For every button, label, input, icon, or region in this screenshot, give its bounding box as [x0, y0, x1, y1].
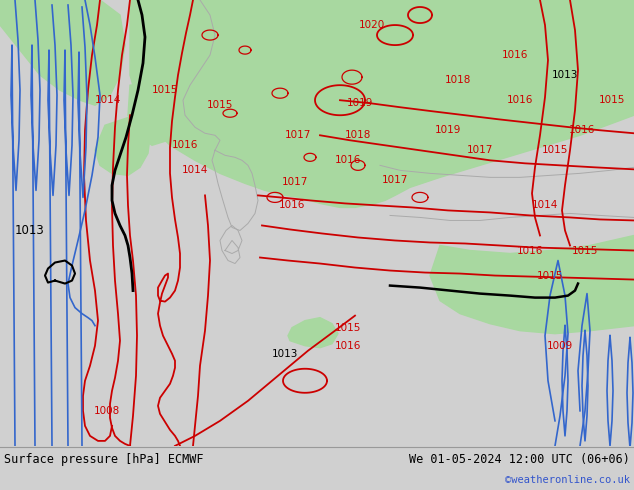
Polygon shape — [0, 0, 125, 105]
Text: 1016: 1016 — [172, 140, 198, 150]
Text: 1016: 1016 — [507, 95, 533, 105]
Text: 1016: 1016 — [569, 125, 595, 135]
Text: 1016: 1016 — [335, 341, 361, 351]
Polygon shape — [130, 0, 634, 207]
Text: 1015: 1015 — [542, 146, 568, 155]
Text: 1015: 1015 — [537, 270, 563, 281]
Text: 1017: 1017 — [281, 177, 308, 187]
Text: 1015: 1015 — [207, 100, 233, 110]
Text: Surface pressure [hPa] ECMWF: Surface pressure [hPa] ECMWF — [4, 453, 204, 466]
Text: 1008: 1008 — [94, 406, 120, 416]
Text: 1013: 1013 — [272, 349, 298, 359]
Text: 1013: 1013 — [552, 70, 578, 80]
Text: 1018: 1018 — [445, 75, 471, 85]
Polygon shape — [430, 236, 634, 334]
Text: 1014: 1014 — [182, 165, 208, 175]
Text: 1015: 1015 — [572, 245, 598, 255]
Text: 1018: 1018 — [345, 130, 371, 140]
Text: 1015: 1015 — [152, 85, 178, 95]
Text: We 01-05-2024 12:00 UTC (06+06): We 01-05-2024 12:00 UTC (06+06) — [409, 453, 630, 466]
Text: 1017: 1017 — [382, 175, 408, 185]
Text: 1013: 1013 — [15, 224, 45, 237]
Text: 1017: 1017 — [467, 146, 493, 155]
Text: 1019: 1019 — [347, 98, 373, 108]
Text: 1016: 1016 — [279, 200, 305, 210]
Text: 1016: 1016 — [335, 155, 361, 165]
Polygon shape — [128, 83, 178, 146]
Text: 1016: 1016 — [517, 245, 543, 255]
Text: ©weatheronline.co.uk: ©weatheronline.co.uk — [505, 475, 630, 485]
Text: 1014: 1014 — [95, 95, 121, 105]
Text: 1014: 1014 — [532, 200, 558, 210]
Text: 1019: 1019 — [435, 125, 461, 135]
Polygon shape — [288, 318, 338, 348]
Text: 1015: 1015 — [598, 95, 625, 105]
Text: 1020: 1020 — [359, 20, 385, 30]
Text: 1016: 1016 — [502, 50, 528, 60]
Polygon shape — [95, 115, 150, 175]
Text: 1015: 1015 — [335, 322, 361, 333]
Text: 1009: 1009 — [547, 341, 573, 351]
Text: 1017: 1017 — [285, 130, 311, 140]
